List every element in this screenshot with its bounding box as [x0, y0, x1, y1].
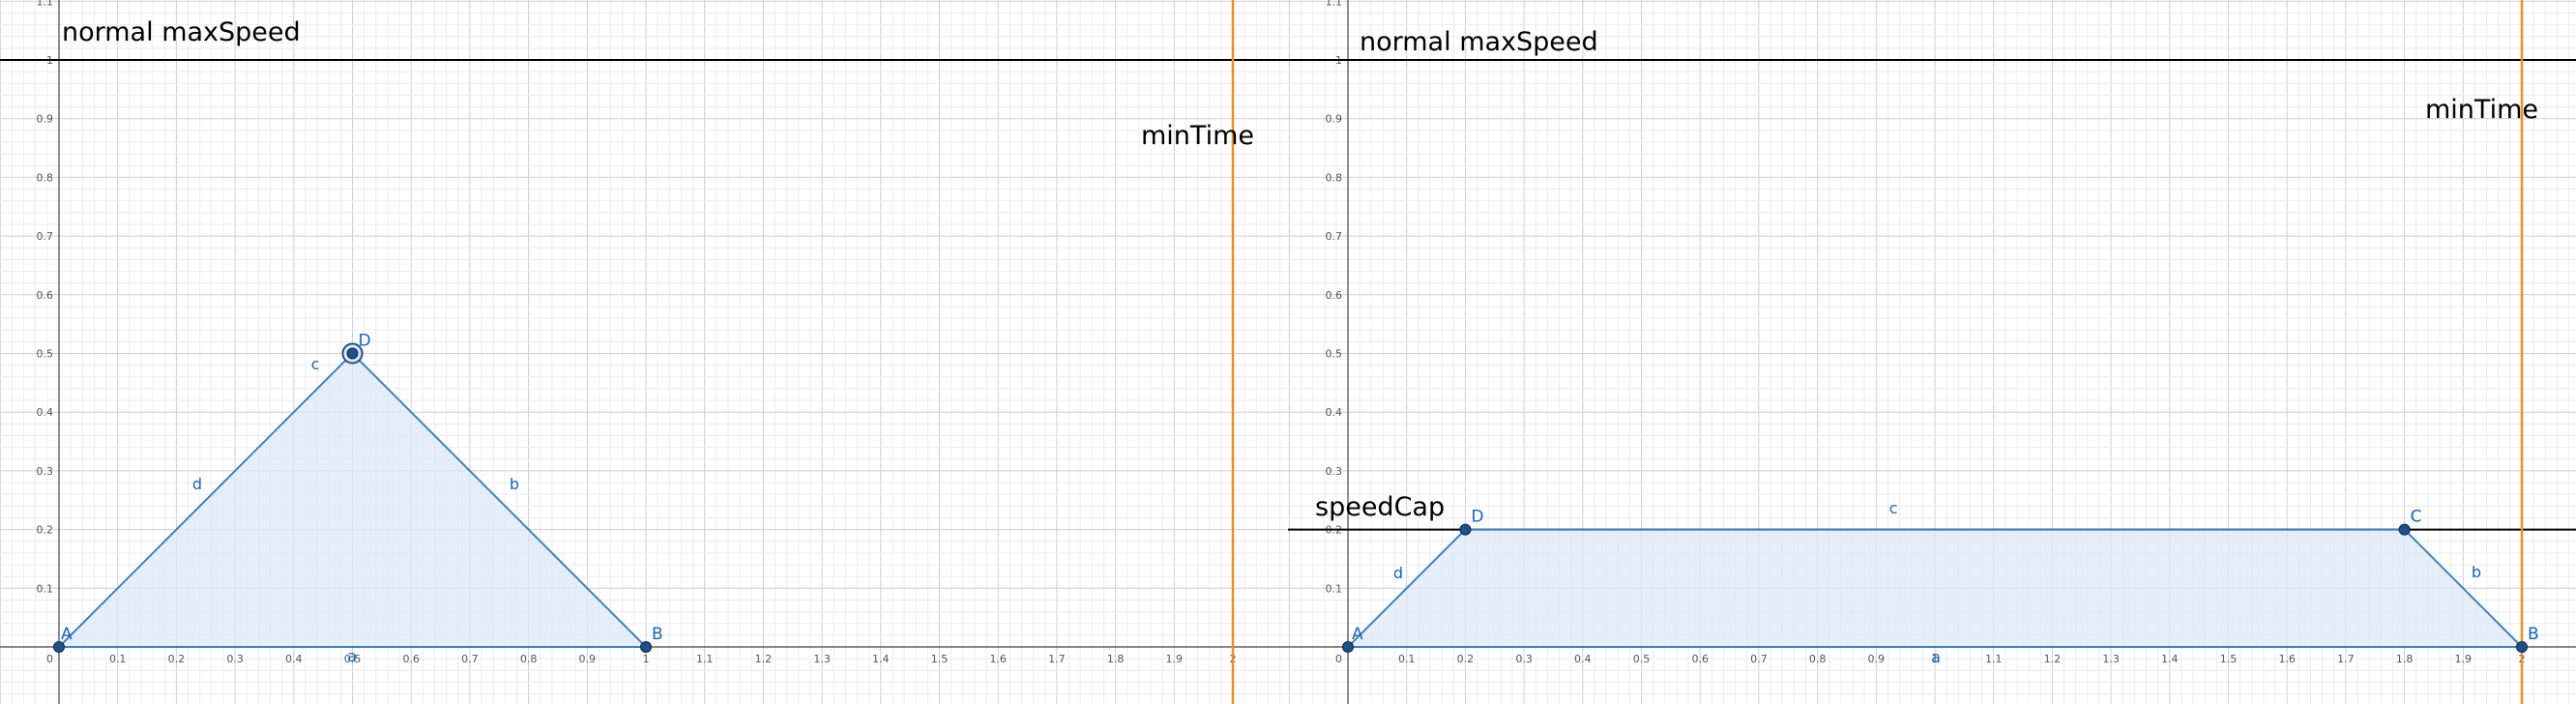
point-A[interactable]	[1342, 641, 1354, 653]
x-tick-label: 0.4	[285, 653, 303, 665]
y-tick-label: 0.4	[1326, 406, 1343, 419]
x-tick-label: 0.3	[226, 653, 244, 665]
x-tick-label: 1.3	[813, 653, 831, 665]
point-label-D: D	[1471, 508, 1483, 527]
origin-label: 0	[1335, 653, 1342, 665]
point-label-B: B	[652, 625, 663, 644]
x-tick-label: 0.6	[1691, 653, 1709, 665]
segment-label-b: b	[2472, 563, 2481, 581]
x-tick-label: 0.9	[579, 653, 597, 665]
x-tick-label: 0.7	[461, 653, 479, 665]
x-tick-label: 0.3	[1515, 653, 1533, 665]
y-tick-label: 0.3	[37, 465, 54, 478]
x-tick-label: 1.5	[931, 653, 949, 665]
segment-label-d: d	[1393, 564, 1403, 582]
y-tick-label: 0.7	[37, 230, 54, 243]
point-label-A: A	[1352, 625, 1363, 644]
segment-label-a: a	[347, 647, 357, 665]
x-tick-label: 1.3	[2102, 653, 2120, 665]
x-tick-label: 0.6	[402, 653, 420, 665]
tick-labels: 0.1 0.2 0.3 0.4 0.5 0.6 0.7 0.8 0.9 1 1.1 1.2 1.3 1.4…	[37, 0, 1237, 665]
y-tick-label: 0.9	[37, 113, 54, 126]
x-tick-label: 0.1	[109, 653, 127, 665]
vline-label: minTime	[2425, 95, 2538, 125]
y-tick-label: 0.6	[37, 289, 54, 302]
y-tick-label: 0.1	[37, 582, 54, 595]
x-tick-label: 0.5	[1633, 653, 1651, 665]
x-tick-label: 0.8	[1809, 653, 1827, 665]
x-tick-label: 0.4	[1574, 653, 1592, 665]
y-tick-label: 0.1	[1326, 582, 1343, 595]
graph-panel-left[interactable]: 0.1 0.2 0.3 0.4 0.5 0.6 0.7 0.8 0.9 1 1.1 1.2 1.3 1.4…	[0, 0, 1288, 704]
tick-labels: 0.1 0.2 0.3 0.4 0.5 0.6 0.7 0.8 0.9 1 1.1 1.2 1.3 1.4…	[1326, 0, 2526, 665]
y-tick-label: 0.5	[1326, 348, 1343, 361]
x-tick-label: 1.6	[2278, 653, 2296, 665]
y-tick-label: 1.1	[1326, 0, 1343, 8]
graph-panel-right[interactable]: 0.1 0.2 0.3 0.4 0.5 0.6 0.7 0.8 0.9 1 1.1 1.2 1.3 1.4…	[1288, 0, 2576, 704]
segment-d[interactable]	[58, 352, 354, 648]
segment-label-b: b	[510, 475, 519, 493]
point-B[interactable]	[2516, 641, 2528, 653]
y-tick-label: 0.3	[1326, 465, 1343, 478]
x-tick-label: 1.4	[2161, 653, 2179, 665]
y-tick-label: 1.1	[37, 0, 54, 8]
x-tick-label: 0.8	[520, 653, 538, 665]
y-tick-label: 0.5	[37, 348, 54, 361]
x-tick-label: 1	[643, 653, 650, 665]
point-label-B: B	[2528, 625, 2539, 644]
x-tick-label: 1.6	[989, 653, 1007, 665]
y-tick-label: 0.9	[1326, 113, 1343, 126]
x-tick-label: 0.9	[1868, 653, 1886, 665]
hline-label: speedCap	[1315, 492, 1445, 522]
x-tick-label: 1.2	[2044, 653, 2062, 665]
x-tick-label: 1.7	[1048, 653, 1066, 665]
segment-b[interactable]	[2403, 528, 2523, 648]
point-C[interactable]	[2398, 523, 2411, 536]
segment-label-a: a	[1931, 648, 1941, 666]
x-tick-label: 1	[1932, 653, 1939, 665]
y-tick-label: 0.4	[37, 406, 54, 419]
x-tick-label: 1.4	[872, 653, 890, 665]
x-tick-label: 1.2	[755, 653, 773, 665]
x-tick-label: 1.8	[2396, 653, 2414, 665]
x-tick-label: 1.9	[2455, 653, 2473, 665]
x-tick-label: 1.8	[1107, 653, 1125, 665]
x-tick-label: 1.1	[1985, 653, 2003, 665]
vline-label: minTime	[1141, 121, 1254, 151]
segment-d[interactable]	[1347, 528, 1467, 648]
segment-label-c: c	[311, 355, 320, 373]
x-tick-label: 0.5	[344, 653, 362, 665]
x-tick-label: 1.7	[2337, 653, 2355, 665]
graph-canvas-left[interactable]: 0.1 0.2 0.3 0.4 0.5 0.6 0.7 0.8 0.9 1 1.1 1.2 1.3 1.4…	[0, 0, 1288, 704]
segment-label-d: d	[192, 475, 202, 493]
y-tick-label: 0.7	[1326, 230, 1343, 243]
point-label-C: C	[2411, 508, 2422, 527]
hline-label: normal maxSpeed	[1360, 27, 1598, 57]
point-label-D: D	[359, 332, 371, 351]
x-tick-label: 0.2	[1457, 653, 1475, 665]
x-tick-label: 0.1	[1398, 653, 1416, 665]
polygon-fill[interactable]	[1348, 529, 2522, 647]
polygon-fill[interactable]	[59, 353, 646, 648]
segment-label-c: c	[1889, 499, 1898, 517]
x-tick-label: 0.7	[1750, 653, 1768, 665]
segment-b[interactable]	[351, 352, 647, 648]
y-tick-label: 0.6	[1326, 289, 1343, 302]
y-tick-label: 0.2	[37, 524, 54, 537]
y-tick-label: 0.8	[37, 171, 54, 184]
point-B[interactable]	[640, 641, 652, 653]
point-A[interactable]	[53, 641, 65, 653]
x-tick-label: 1.9	[1166, 653, 1184, 665]
x-tick-label: 1.5	[2220, 653, 2238, 665]
point-D[interactable]	[346, 347, 359, 360]
point-D[interactable]	[1459, 523, 1472, 536]
hline-label: normal maxSpeed	[62, 17, 301, 47]
x-tick-label: 0.2	[168, 653, 186, 665]
x-tick-label: 1.1	[696, 653, 714, 665]
point-label-A: A	[61, 625, 73, 644]
origin-label: 0	[46, 653, 53, 665]
y-tick-label: 0.8	[1326, 171, 1343, 184]
graph-canvas-right[interactable]: 0.1 0.2 0.3 0.4 0.5 0.6 0.7 0.8 0.9 1 1.1 1.2 1.3 1.4…	[1288, 0, 2576, 704]
